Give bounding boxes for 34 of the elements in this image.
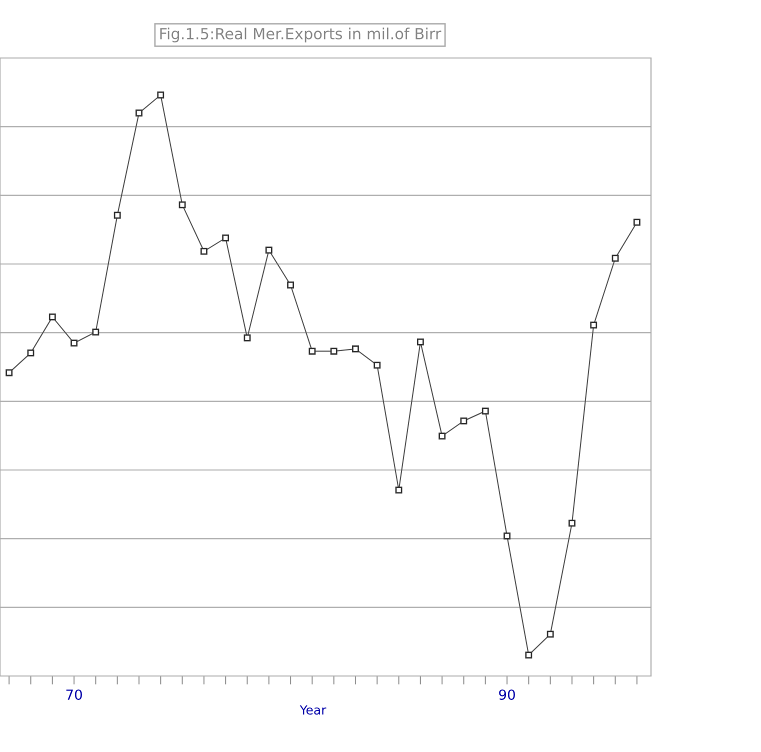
point xyxy=(546,630,554,638)
point xyxy=(612,254,619,262)
point xyxy=(114,212,121,219)
point xyxy=(222,234,230,242)
point xyxy=(48,313,56,320)
point xyxy=(416,338,424,346)
point xyxy=(178,201,186,208)
point xyxy=(287,282,294,288)
point xyxy=(352,345,359,352)
chart-title: Fig.1.5:Real Mer.Exports in mil.of Birr xyxy=(160,28,442,42)
point xyxy=(525,652,532,659)
point xyxy=(590,322,598,329)
point xyxy=(504,532,511,540)
point xyxy=(308,348,316,355)
point xyxy=(70,340,78,347)
x-tick-label: 70 xyxy=(66,689,82,700)
point xyxy=(244,334,251,342)
x-tick-label: 90 xyxy=(499,689,515,700)
point xyxy=(395,486,402,494)
point xyxy=(633,218,640,226)
point xyxy=(460,417,468,424)
point xyxy=(136,110,142,116)
x-axis-title: Year xyxy=(300,705,326,715)
point xyxy=(157,92,164,98)
point xyxy=(92,328,100,336)
point xyxy=(200,248,208,255)
point xyxy=(265,246,272,254)
point xyxy=(374,362,381,369)
point xyxy=(438,432,446,440)
point xyxy=(568,520,576,527)
point xyxy=(27,349,34,356)
point xyxy=(330,348,338,355)
point xyxy=(6,369,13,376)
point xyxy=(482,408,489,415)
